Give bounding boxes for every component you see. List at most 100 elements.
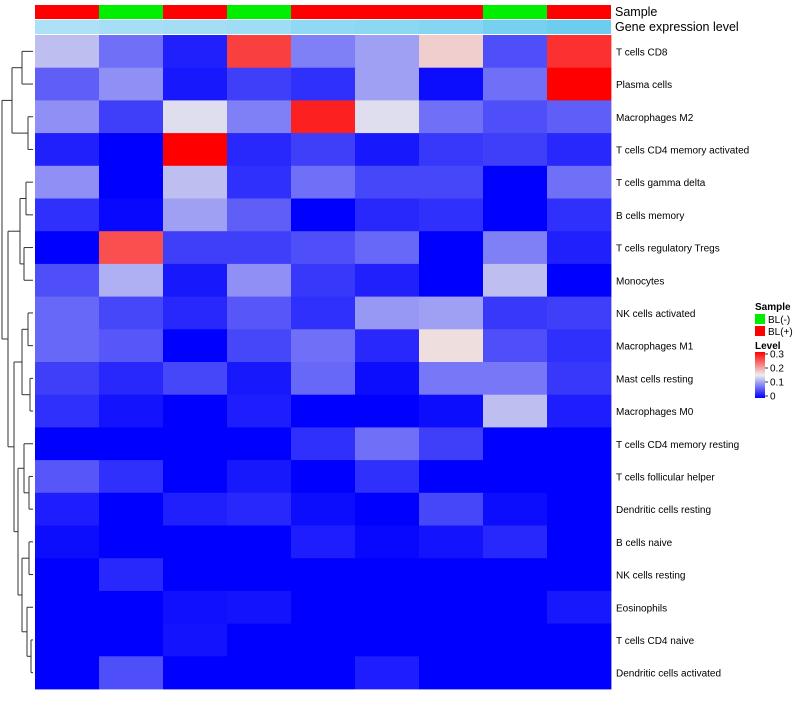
legend-swatch [755, 314, 765, 324]
heatmap-cell [163, 590, 228, 624]
heatmap-cell [35, 198, 100, 232]
heatmap-cell [163, 656, 228, 690]
heatmap-cell [355, 329, 420, 363]
track-cell-1-3 [227, 20, 291, 34]
heatmap-cell [419, 362, 484, 396]
row-label: Plasma cells [616, 80, 672, 91]
heatmap-cell [35, 362, 100, 396]
heatmap-cell [419, 263, 484, 297]
heatmap-cell [355, 165, 420, 199]
heatmap-cell [355, 427, 420, 461]
heatmap-cell [483, 198, 548, 232]
heatmap-cell [419, 198, 484, 232]
heatmap-cell [163, 296, 228, 330]
heatmap-cell [483, 231, 548, 265]
legend-tick-label: 0.2 [770, 364, 784, 375]
heatmap-cell [227, 590, 292, 624]
heatmap-cell [419, 558, 484, 592]
row-labels: T cells CD8 Plasma cells Macrophages M2 T c… [616, 47, 749, 679]
heatmap-cell [547, 329, 612, 363]
legend-tick-label: 0.1 [770, 378, 784, 389]
row-label: Macrophages M0 [616, 407, 694, 418]
heatmap-cell [547, 590, 612, 624]
heatmap-cell [99, 394, 164, 428]
row-label: B cells naive [616, 538, 673, 549]
heatmap-cell [483, 460, 548, 494]
heatmap-cell [35, 100, 100, 134]
track-cell-0-3 [227, 5, 291, 19]
track-label-0: Sample [615, 5, 657, 19]
track-cell-1-2 [163, 20, 227, 34]
legend-label: BL(+) [768, 327, 793, 338]
heatmap-cell [355, 296, 420, 330]
track-cell-0-4 [291, 5, 355, 19]
heatmap-cell [419, 460, 484, 494]
heatmap-cell [547, 100, 612, 134]
heatmap-cell [35, 590, 100, 624]
heatmap-cell [483, 427, 548, 461]
heatmap-cell [35, 263, 100, 297]
track-cell-0-8 [547, 5, 611, 19]
heatmap-cells [35, 35, 612, 690]
heatmap-cell [419, 35, 484, 69]
heatmap-cell [163, 231, 228, 265]
heatmap-cell [227, 394, 292, 428]
heatmap-cell [35, 165, 100, 199]
track-cell-0-5 [355, 5, 419, 19]
heatmap-cell [547, 460, 612, 494]
heatmap-cell [227, 427, 292, 461]
heatmap-cell [99, 296, 164, 330]
heatmap-cell [35, 492, 100, 526]
heatmap-cell [99, 623, 164, 657]
heatmap-cell [419, 427, 484, 461]
heatmap-cell [547, 133, 612, 167]
heatmap-cell [355, 492, 420, 526]
heatmap-cell [227, 492, 292, 526]
heatmap-cell [163, 198, 228, 232]
heatmap-cell [163, 558, 228, 592]
heatmap-cell [99, 656, 164, 690]
heatmap-cell [547, 198, 612, 232]
row-label: NK cells resting [616, 571, 685, 582]
heatmap-cell [355, 394, 420, 428]
track-cell-1-4 [291, 20, 355, 34]
heatmap-cell [291, 198, 356, 232]
heatmap-cell [483, 362, 548, 396]
heatmap-cell [163, 362, 228, 396]
heatmap-cell [227, 35, 292, 69]
heatmap-cell [99, 460, 164, 494]
row-label: B cells memory [616, 211, 684, 222]
heatmap-cell [355, 67, 420, 101]
heatmap-cell [227, 362, 292, 396]
heatmap-cell [419, 623, 484, 657]
heatmap-cell [291, 231, 356, 265]
track-cell-0-2 [163, 5, 227, 19]
heatmap-cell [419, 656, 484, 690]
heatmap-cell [35, 460, 100, 494]
legend-swatch [755, 326, 765, 336]
heatmap-cell [35, 427, 100, 461]
heatmap-cell [163, 525, 228, 559]
heatmap-cell [483, 133, 548, 167]
track-cell-1-0 [35, 20, 99, 34]
heatmap-cell [163, 329, 228, 363]
heatmap-cell [355, 558, 420, 592]
heatmap-cell [99, 263, 164, 297]
heatmap-cell [99, 67, 164, 101]
heatmap-cell [419, 590, 484, 624]
heatmap-cell [227, 460, 292, 494]
heatmap-cell [99, 100, 164, 134]
legend-title-level: Level [755, 341, 781, 352]
heatmap-cell [163, 492, 228, 526]
heatmap-cell [35, 525, 100, 559]
heatmap-cell [227, 525, 292, 559]
heatmap-cell [547, 623, 612, 657]
heatmap-cell [483, 67, 548, 101]
heatmap-cell [227, 165, 292, 199]
heatmap-cell [291, 656, 356, 690]
heatmap-cell [355, 35, 420, 69]
heatmap-cell [163, 394, 228, 428]
heatmap-cell [291, 263, 356, 297]
heatmap-cell [483, 35, 548, 69]
